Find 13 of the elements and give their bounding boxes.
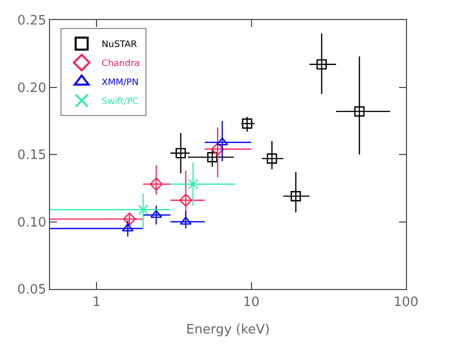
legend-label: NuSTAR (102, 40, 138, 50)
y-tick-label: 0.25 (17, 14, 46, 29)
x-tick-label: 100 (394, 294, 418, 310)
legend-label: Chandra (102, 59, 140, 70)
legend-label: XMM/PN (102, 78, 139, 88)
y-tick-label: 0.20 (17, 80, 46, 96)
y-tick-label: 0.10 (17, 215, 46, 230)
x-tick-label: 1 (92, 294, 101, 310)
y-tick-label: 0.05 (17, 282, 46, 298)
x-axis-title: Energy (keV) (186, 322, 270, 338)
y-tick-label: 0.15 (17, 148, 46, 164)
x-tick-label: 10 (243, 294, 260, 310)
legend-label: Swift/PC (102, 97, 139, 108)
